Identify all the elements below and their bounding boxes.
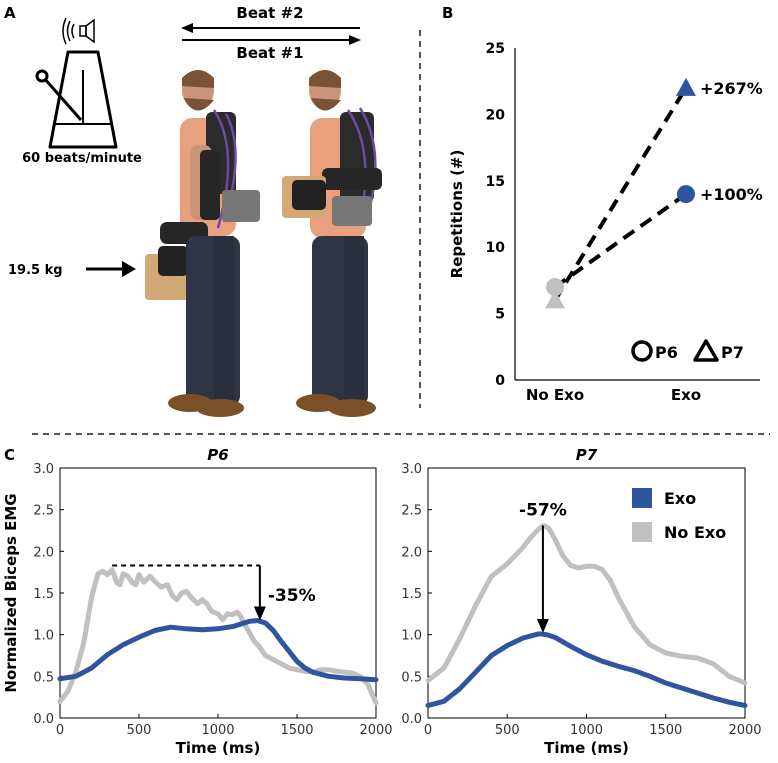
x-tick-label: No Exo <box>526 386 584 404</box>
legend: P6 P7 <box>631 339 744 362</box>
y-tick-label: 1.0 <box>401 629 422 644</box>
legend-swatch-no-exo <box>632 522 652 542</box>
legend-label-no-exo: No Exo <box>664 523 726 542</box>
tempo-label: 60 beats/minute <box>22 151 142 166</box>
y-tick-label: 5 <box>495 307 505 323</box>
panel-b-axes: 0 5 10 15 20 25 No Exo Exo Repetitions (#) <box>448 41 760 404</box>
y-tick-label: 0 <box>495 373 505 389</box>
x-axis-label: Time (ms) <box>544 739 629 757</box>
y-tick-label: 10 <box>486 240 506 256</box>
legend-circle-icon <box>631 340 653 362</box>
x-tick-label: 1000 <box>201 723 234 738</box>
x-tick-label: 1500 <box>280 723 313 738</box>
x-tick-label: 500 <box>495 723 520 738</box>
x-tick-label: 2000 <box>728 723 761 738</box>
reduction-arrowhead <box>536 619 549 633</box>
beat2-label: Beat #2 <box>236 4 303 22</box>
reduction-annotation: -57% <box>519 501 567 521</box>
connector-p6 <box>553 192 688 289</box>
panel-c: C 0.0 0.5 1.0 1.5 2.0 2.5 3.0 0 500 1000 1500 2000 P… <box>2 446 762 757</box>
plot-frame <box>427 467 746 719</box>
x-axis-label: Time (ms) <box>176 739 261 757</box>
y-tick-label: 0.5 <box>33 670 54 685</box>
plot-title: P6 <box>207 446 228 464</box>
plot-title: P7 <box>576 446 598 464</box>
legend-label-p6: P6 <box>655 343 678 362</box>
speaker-icon <box>62 17 95 45</box>
y-tick-label: 1.5 <box>33 587 54 602</box>
y-tick-label: 3.0 <box>401 462 422 477</box>
series-line-no-exo <box>57 567 379 706</box>
legend-swatch-exo <box>632 488 652 508</box>
y-tick-label: 15 <box>486 174 505 190</box>
y-axis-label: Repetitions (#) <box>448 150 466 279</box>
legend: Exo No Exo <box>632 488 726 542</box>
p7-emg-plot: 0.0 0.5 1.0 1.5 2.0 2.5 3.0 0 500 1000 1500 2000 P7 T… <box>401 446 761 757</box>
y-tick-label: 0.0 <box>401 712 422 727</box>
metronome-icon <box>35 50 118 149</box>
y-tick-label: 2.0 <box>33 545 54 560</box>
legend-triangle-icon <box>693 339 719 362</box>
annotation-p6: +100% <box>700 185 763 204</box>
series-line-exo <box>57 618 379 683</box>
y-tick-label: 3.0 <box>33 462 54 477</box>
y-tick-label: 0.5 <box>401 670 422 685</box>
plot-frame <box>59 467 377 719</box>
y-tick-label: 20 <box>486 107 506 123</box>
x-tick-label: 0 <box>56 723 64 738</box>
panel-b-letter: B <box>442 4 453 22</box>
person-photo-high-position <box>282 70 382 417</box>
panel-a: A Beat #2 Beat #1 60 beats/minute 19.5 k… <box>4 4 382 417</box>
annotation-p7: +267% <box>700 79 763 98</box>
connector-p7 <box>553 86 688 302</box>
marker-p6-exo <box>677 185 695 204</box>
p6-emg-plot: 0.0 0.5 1.0 1.5 2.0 2.5 3.0 0 500 1000 1500 2000 P6 T… <box>2 446 393 757</box>
y-tick-label: 2.5 <box>33 504 54 519</box>
panel-a-letter: A <box>4 4 16 22</box>
beat1-label: Beat #1 <box>236 44 303 62</box>
x-tick-label: 2000 <box>359 723 392 738</box>
beat2-arrowhead <box>181 23 193 33</box>
reduction-annotation: -35% <box>268 586 316 606</box>
y-tick-label: 2.0 <box>401 545 422 560</box>
load-label: 19.5 kg <box>8 263 63 278</box>
x-tick-label: 0 <box>424 723 432 738</box>
legend-label-p7: P7 <box>721 343 744 362</box>
panel-b: B 0 5 10 15 20 25 No Exo Exo Repetitions (#) +10… <box>442 4 763 404</box>
reduction-arrowhead <box>253 606 266 621</box>
y-tick-label: 25 <box>486 41 505 57</box>
y-axis-label: Normalized Biceps EMG <box>2 493 20 692</box>
panel-c-letter: C <box>4 446 15 464</box>
y-tick-label: 1.5 <box>401 587 422 602</box>
marker-p7-no-exo <box>545 290 565 309</box>
person-photo-low-position <box>145 70 260 417</box>
marker-p7-exo <box>676 77 696 96</box>
legend-label-exo: Exo <box>664 489 696 508</box>
y-tick-label: 0.0 <box>33 712 54 727</box>
marker-p6-no-exo <box>546 278 564 297</box>
y-tick-label: 2.5 <box>401 504 422 519</box>
beat1-arrowhead <box>349 35 361 45</box>
y-tick-label: 1.0 <box>33 629 54 644</box>
series-line-exo <box>425 631 748 708</box>
x-tick-label: 1000 <box>570 723 603 738</box>
x-tick-label: 500 <box>127 723 152 738</box>
x-tick-label: Exo <box>671 386 701 404</box>
series-line-no-exo <box>425 523 748 686</box>
x-tick-label: 1500 <box>649 723 682 738</box>
panel-b-marks: +100% +267% P6 P7 <box>545 77 763 362</box>
load-arrowhead <box>122 261 136 277</box>
